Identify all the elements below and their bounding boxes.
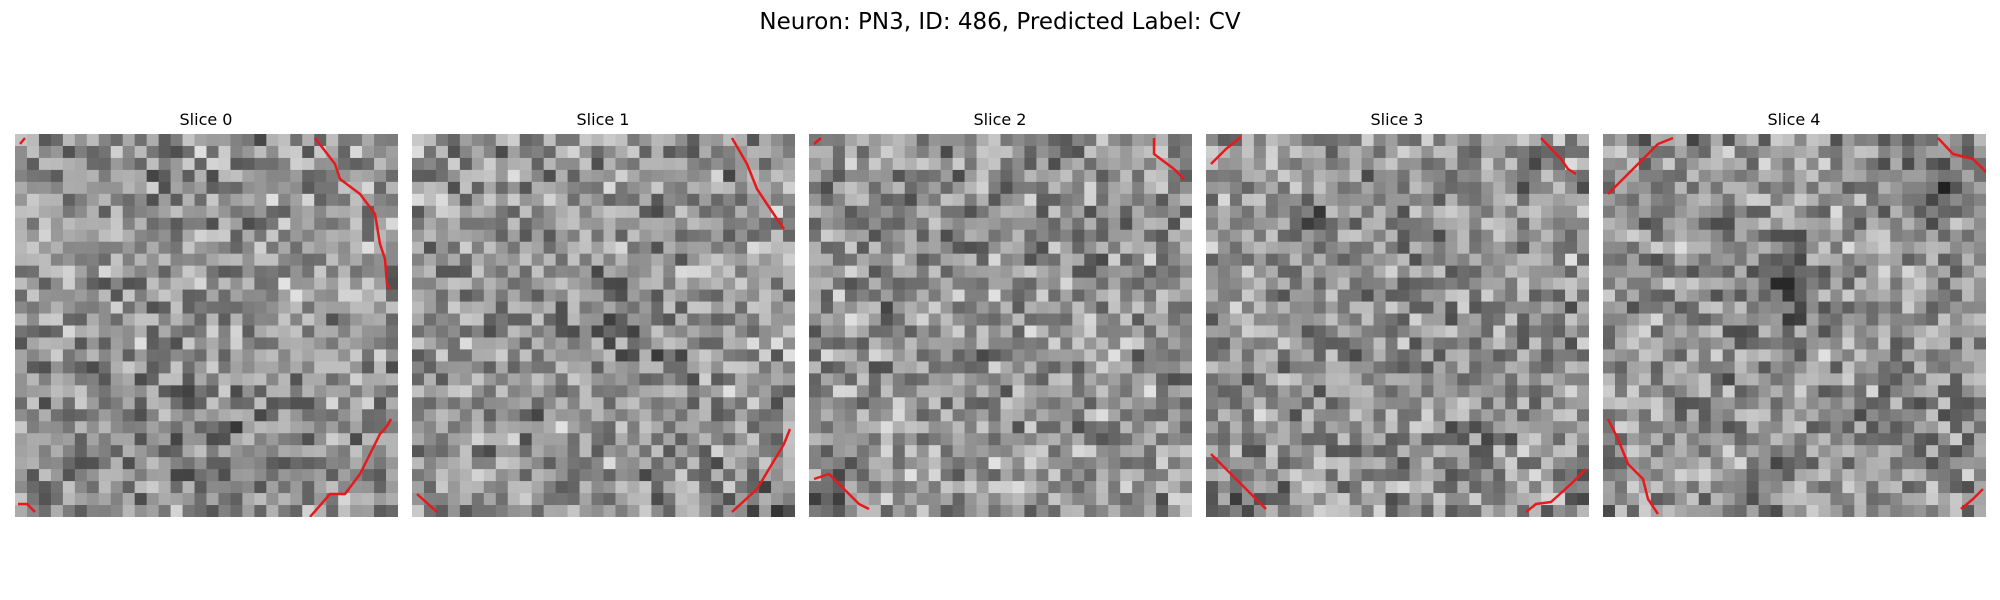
pixel-grid — [412, 134, 795, 517]
slice-2-title: Slice 2 — [973, 110, 1027, 129]
slice-0-image — [15, 134, 398, 517]
contour-line — [1540, 137, 1577, 176]
slice-2-image — [809, 134, 1192, 517]
pixel-grid — [1603, 134, 1986, 517]
slice-0-title: Slice 0 — [179, 110, 233, 129]
contour-line — [416, 493, 438, 513]
slice-3-title: Slice 3 — [1370, 110, 1424, 129]
contour-line — [1606, 418, 1660, 515]
contour-line — [1210, 453, 1267, 510]
contour-line — [18, 502, 36, 513]
contour-line — [314, 137, 392, 290]
contour-line — [813, 472, 870, 511]
contour-line — [19, 137, 26, 145]
contour-line — [1607, 136, 1674, 195]
pixel-grid — [15, 134, 398, 517]
figure-title: Neuron: PN3, ID: 486, Predicted Label: C… — [759, 9, 1241, 35]
pixel-grid — [1206, 134, 1589, 517]
contour-line — [1937, 137, 1986, 174]
contour-line — [813, 137, 822, 145]
slice-1-title: Slice 1 — [576, 110, 630, 129]
slice-4-image — [1603, 134, 1986, 517]
contour-line — [1525, 468, 1587, 513]
contour-line — [731, 428, 792, 513]
pixel-grid — [809, 134, 1192, 517]
slice-1-image — [412, 134, 795, 517]
contour-line — [1152, 138, 1185, 180]
slice-4-title: Slice 4 — [1767, 110, 1821, 129]
contour-line — [1960, 488, 1984, 510]
slice-3-image — [1206, 134, 1589, 517]
contour-line — [309, 418, 393, 517]
contour-line — [1210, 136, 1242, 165]
contour-line — [730, 137, 786, 230]
